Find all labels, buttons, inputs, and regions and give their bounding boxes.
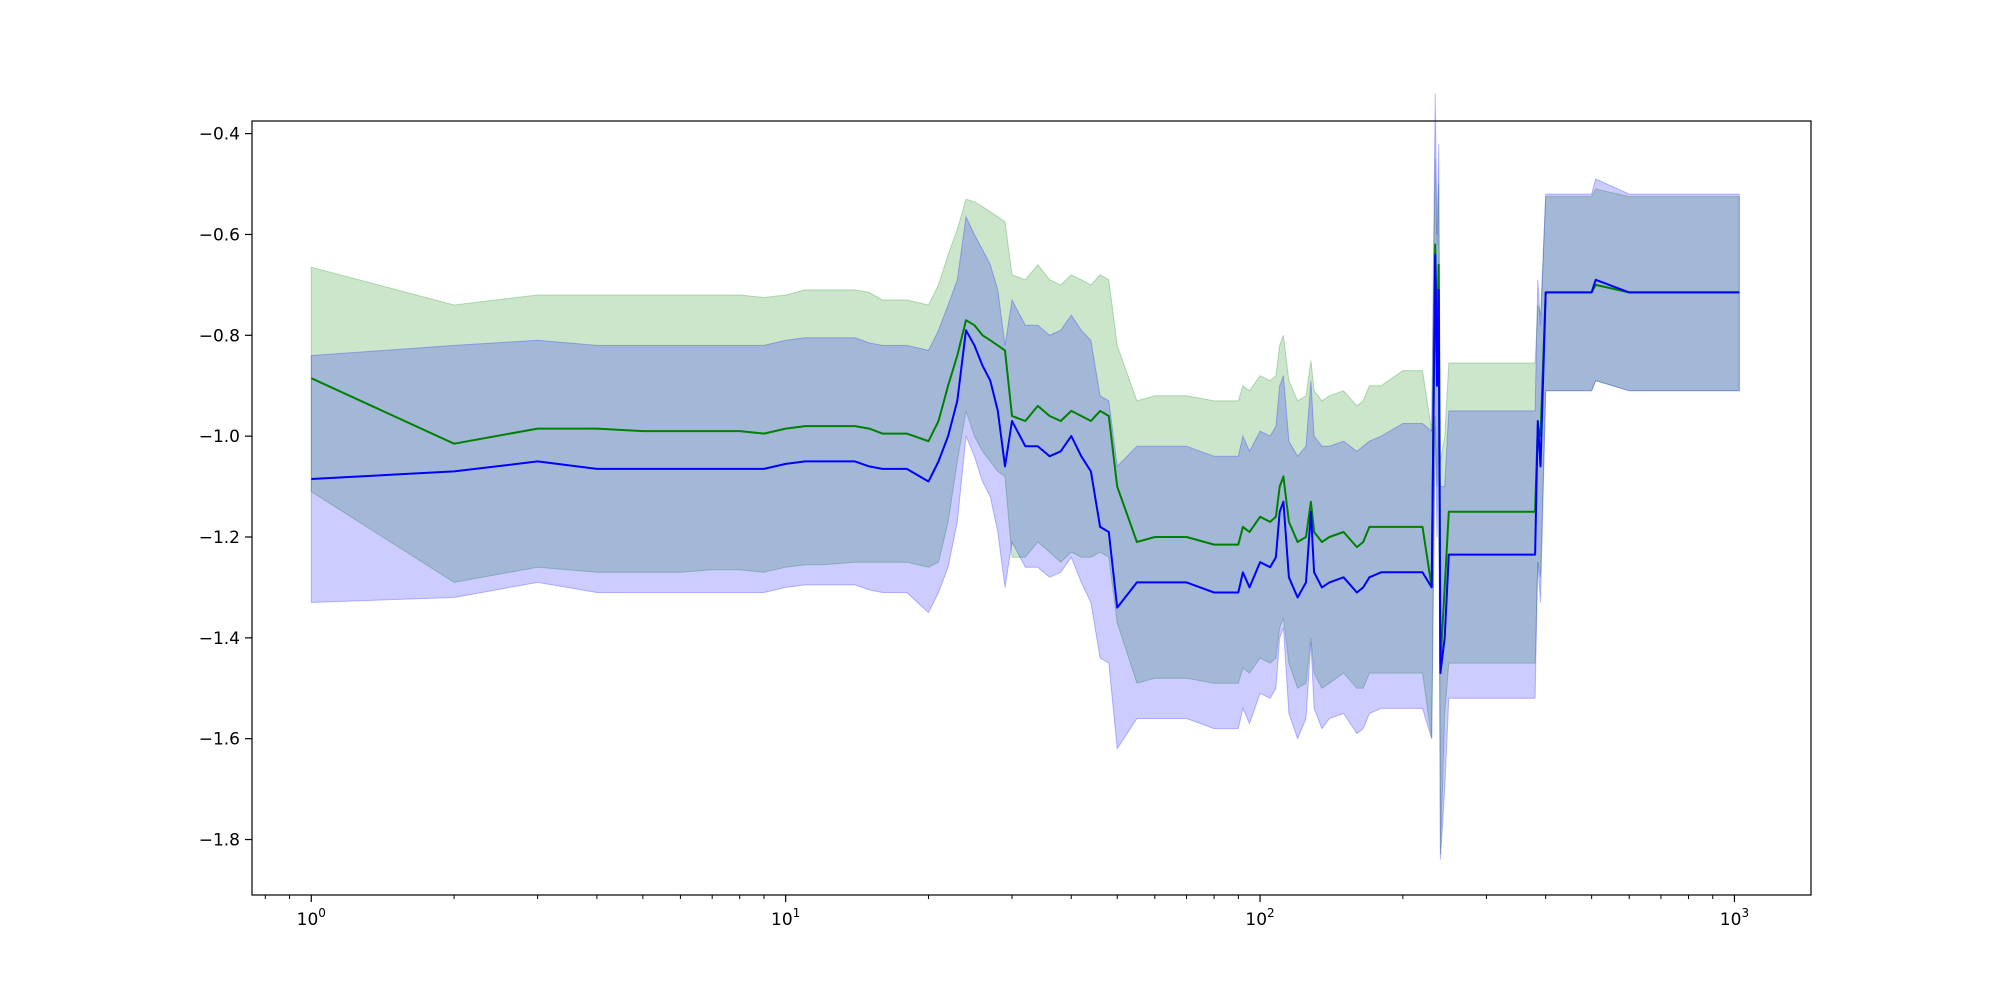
- band-series-2: [310, 93, 1740, 860]
- y-tick-label: −1.6: [199, 730, 240, 750]
- y-tick-label: −0.4: [199, 125, 240, 145]
- x-tick-label: 102: [1245, 906, 1274, 930]
- confidence-bands: [310, 93, 1740, 860]
- band-series-1: [310, 158, 1740, 855]
- y-tick-label: −0.8: [199, 326, 240, 346]
- plot-frame: [251, 120, 1812, 896]
- x-tick-label: 100: [297, 906, 326, 930]
- y-tick-label: −0.6: [199, 225, 240, 245]
- x-tick-label: 101: [771, 906, 800, 930]
- line-series-1: [310, 243, 1740, 665]
- series-lines: [310, 243, 1740, 675]
- line-series-2: [311, 253, 1740, 675]
- x-axis: 100 101 102 103: [264, 895, 1749, 930]
- y-tick-label: −1.8: [199, 831, 240, 851]
- y-tick-label: −1.4: [199, 629, 240, 649]
- y-axis: −0.4 −0.6 −0.8 −1.0 −1.2 −1.4 −1.6 −1.8: [199, 125, 252, 851]
- y-tick-label: −1.2: [199, 528, 240, 548]
- x-tick-label: 103: [1720, 906, 1749, 930]
- y-tick-label: −1.0: [199, 427, 240, 447]
